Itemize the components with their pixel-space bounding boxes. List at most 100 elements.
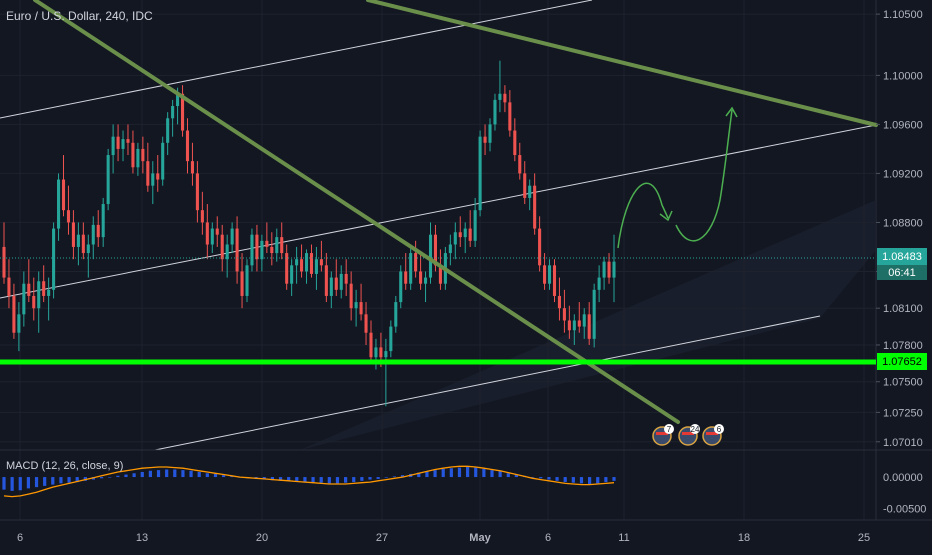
economic-event-marker[interactable]: 7 bbox=[652, 424, 674, 446]
flag-stripe bbox=[682, 432, 694, 435]
grid-layer bbox=[0, 0, 876, 520]
candle bbox=[190, 142, 194, 186]
macd-histogram-bar bbox=[417, 472, 421, 478]
candle bbox=[572, 314, 576, 345]
flag-stripe bbox=[706, 432, 718, 435]
macd-histogram-bar bbox=[392, 476, 396, 478]
event-count-badge bbox=[690, 424, 700, 434]
event-count: 7 bbox=[667, 425, 672, 434]
macd-histogram-bar bbox=[270, 477, 274, 481]
candle bbox=[300, 244, 304, 278]
projection-path-final[interactable] bbox=[675, 109, 733, 242]
descending-trendline-2[interactable] bbox=[366, 0, 878, 127]
time-tick-label: 18 bbox=[738, 532, 750, 544]
candle bbox=[121, 130, 125, 162]
candle-body bbox=[185, 130, 190, 162]
candle bbox=[245, 259, 249, 303]
candle-body bbox=[379, 347, 383, 358]
macd-histogram-bar bbox=[531, 477, 535, 478]
macd-histogram-bar bbox=[278, 477, 283, 481]
candle bbox=[389, 320, 393, 358]
projection-path-up[interactable] bbox=[617, 182, 669, 249]
flag-stripe bbox=[656, 432, 668, 435]
price-tick-label: 1.07800 bbox=[883, 340, 923, 352]
economic-event-marker[interactable]: 24 bbox=[678, 424, 700, 446]
candle bbox=[57, 173, 61, 241]
candle-body bbox=[205, 222, 209, 245]
chart-title: Euro / U.S. Dollar, 240, IDC bbox=[6, 9, 153, 23]
candle-body bbox=[101, 204, 105, 238]
channel-middle-line[interactable] bbox=[0, 124, 877, 299]
time-axis[interactable]: 6 13 20 27 May 6 11 18 25 bbox=[17, 532, 870, 544]
candle bbox=[602, 256, 606, 290]
candle-body bbox=[61, 179, 66, 211]
candle-body bbox=[240, 271, 244, 296]
candle-body bbox=[225, 244, 229, 260]
candle-body bbox=[538, 228, 542, 266]
candle bbox=[116, 124, 120, 162]
candle-body bbox=[250, 234, 254, 266]
candle-body bbox=[498, 93, 502, 100]
candle bbox=[250, 228, 254, 272]
price-tick-label: 1.10000 bbox=[883, 70, 923, 82]
candle-body bbox=[329, 277, 333, 296]
candle-body bbox=[220, 234, 224, 260]
candle-body bbox=[577, 320, 581, 327]
descending-trendline-1[interactable] bbox=[33, 0, 680, 424]
macd-histogram-bar bbox=[34, 477, 39, 488]
macd-histogram-bar bbox=[18, 477, 22, 491]
candle bbox=[260, 234, 264, 272]
macd-histogram-bar bbox=[368, 477, 372, 480]
candle-body bbox=[389, 326, 393, 352]
candle bbox=[42, 265, 46, 303]
candle bbox=[394, 295, 398, 333]
candle-body bbox=[116, 136, 120, 149]
projection-arrow-head-2 bbox=[725, 106, 738, 118]
candle-body bbox=[394, 302, 398, 327]
candle bbox=[319, 240, 323, 272]
candle bbox=[101, 197, 105, 247]
macd-histogram-bar bbox=[352, 477, 356, 483]
candle bbox=[414, 240, 418, 278]
candle-body bbox=[409, 253, 413, 284]
candle-body bbox=[285, 253, 289, 284]
candle-body bbox=[369, 332, 373, 358]
candle bbox=[230, 222, 234, 254]
time-tick-label: 20 bbox=[256, 532, 268, 544]
candle-body bbox=[602, 261, 606, 278]
candle-layer bbox=[2, 60, 616, 407]
candle-body bbox=[473, 210, 477, 241]
candle-body bbox=[483, 136, 487, 143]
macd-histogram-bar bbox=[344, 477, 348, 483]
macd-histogram-bar bbox=[189, 470, 193, 478]
candle-body bbox=[354, 302, 358, 309]
candle bbox=[488, 118, 492, 152]
macd-tick-label: 0.00000 bbox=[883, 472, 923, 484]
candle-body bbox=[597, 277, 601, 290]
candle-body bbox=[458, 232, 462, 238]
candle bbox=[86, 234, 90, 278]
price-tick-label: 1.07250 bbox=[883, 407, 923, 419]
price-axis[interactable]: 1.10500 1.10000 1.09600 1.09200 1.08800 1.084… bbox=[876, 9, 926, 516]
candle-body bbox=[215, 228, 219, 235]
candle bbox=[508, 90, 512, 137]
candle bbox=[37, 271, 41, 333]
event-markers[interactable]: 7 24 6 bbox=[652, 424, 724, 446]
candle-body bbox=[136, 148, 140, 168]
candle bbox=[587, 302, 591, 345]
candle-body bbox=[12, 295, 16, 333]
economic-event-marker[interactable]: 6 bbox=[702, 424, 724, 446]
channel-lower-line[interactable] bbox=[154, 315, 821, 451]
candle-body bbox=[2, 246, 6, 278]
candle-body bbox=[567, 320, 571, 331]
countdown-tag bbox=[877, 265, 927, 280]
macd-title: MACD (12, 26, close, 9) bbox=[6, 460, 123, 472]
channel-upper-line[interactable] bbox=[0, 0, 593, 119]
candle bbox=[458, 216, 462, 247]
candle bbox=[409, 246, 413, 290]
macd-histogram-bar bbox=[132, 473, 136, 478]
candle-body bbox=[309, 253, 314, 274]
candle bbox=[547, 259, 552, 290]
